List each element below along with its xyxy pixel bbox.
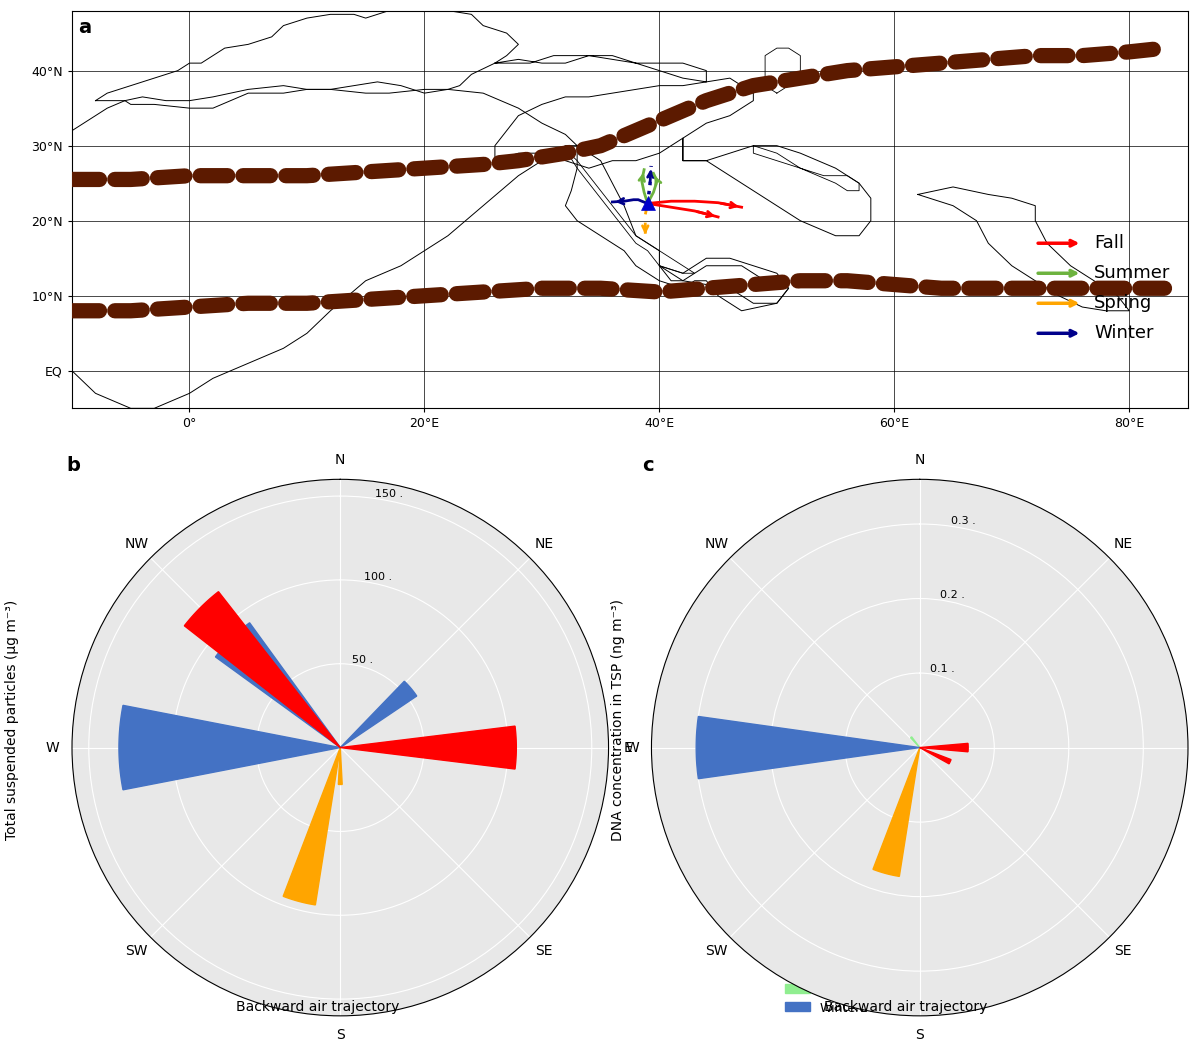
Polygon shape	[919, 743, 968, 752]
Text: Summer: Summer	[1094, 265, 1170, 283]
Legend: Fall2016, Spring2016, Summer2016, Winter2015/2016: Fall2016, Spring2016, Summer2016, Winter…	[779, 921, 935, 1020]
Polygon shape	[283, 748, 341, 904]
Point	[638, 195, 658, 212]
Text: c: c	[642, 456, 654, 475]
Text: Backward air trajectory: Backward air trajectory	[824, 1001, 988, 1015]
Polygon shape	[235, 642, 341, 748]
Text: Winter: Winter	[1094, 324, 1153, 342]
Text: Fall: Fall	[1094, 234, 1124, 252]
Text: Spring: Spring	[1094, 294, 1152, 312]
Text: Backward air trajectory: Backward air trajectory	[236, 1001, 400, 1015]
Text: Total suspended particles (μg m⁻³): Total suspended particles (μg m⁻³)	[5, 600, 19, 840]
Polygon shape	[185, 592, 341, 748]
Text: DNA concentration in TSP (ng m⁻³): DNA concentration in TSP (ng m⁻³)	[611, 599, 625, 841]
Polygon shape	[341, 681, 416, 748]
Polygon shape	[216, 623, 341, 748]
Text: b: b	[66, 456, 80, 475]
Polygon shape	[872, 748, 919, 877]
Polygon shape	[919, 748, 952, 764]
Polygon shape	[119, 705, 341, 790]
Polygon shape	[338, 748, 342, 785]
Polygon shape	[341, 726, 516, 769]
Text: a: a	[78, 18, 91, 37]
Polygon shape	[911, 737, 919, 748]
Polygon shape	[696, 717, 919, 778]
